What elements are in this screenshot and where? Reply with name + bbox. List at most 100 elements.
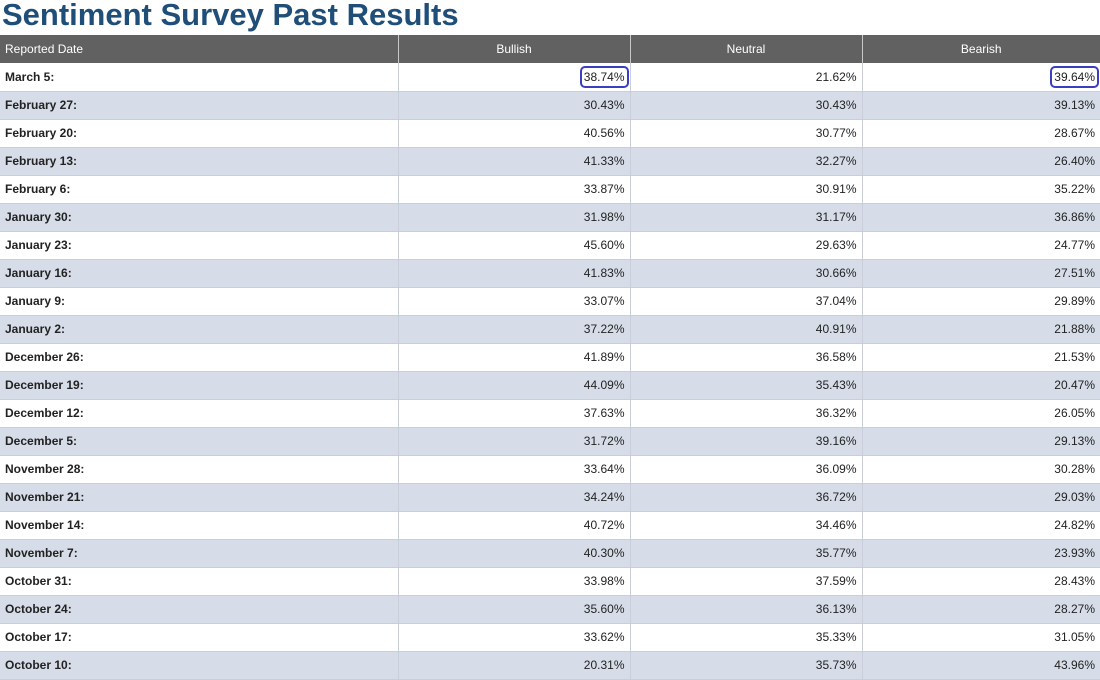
- cell-reported-date: January 23:: [0, 231, 398, 260]
- cell-neutral: 30.91%: [629, 175, 862, 204]
- cell-bullish: 33.07%: [397, 287, 630, 316]
- cell-neutral: 29.63%: [629, 231, 862, 260]
- cell-bullish: 33.87%: [397, 175, 630, 204]
- cell-reported-date: December 5:: [0, 427, 398, 456]
- cell-bullish: 31.98%: [397, 203, 630, 232]
- cell-bullish: 40.56%: [397, 119, 630, 148]
- cell-reported-date: March 5:: [0, 63, 398, 92]
- cell-bearish: 31.05%: [861, 623, 1100, 652]
- cell-bullish: 31.72%: [397, 427, 630, 456]
- cell-reported-date: January 30:: [0, 203, 398, 232]
- cell-bullish: 44.09%: [397, 371, 630, 400]
- table-row: January 23: 45.60% 29.63% 24.77%: [0, 231, 1100, 260]
- cell-bearish: 28.43%: [861, 567, 1100, 596]
- table-header-row: Reported Date Bullish Neutral Bearish: [0, 35, 1100, 63]
- table-row: November 21: 34.24% 36.72% 29.03%: [0, 483, 1100, 512]
- cell-reported-date: October 31:: [0, 567, 398, 596]
- cell-reported-date: January 9:: [0, 287, 398, 316]
- table-row: October 17: 33.62% 35.33% 31.05%: [0, 623, 1100, 652]
- cell-neutral: 34.46%: [629, 511, 862, 540]
- cell-neutral: 40.91%: [629, 315, 862, 344]
- cell-bearish: 35.22%: [861, 175, 1100, 204]
- cell-reported-date: November 21:: [0, 483, 398, 512]
- cell-reported-date: February 27:: [0, 91, 398, 120]
- header-reported-date: Reported Date: [0, 35, 398, 63]
- table-row: October 24: 35.60% 36.13% 28.27%: [0, 595, 1100, 624]
- cell-neutral: 30.77%: [629, 119, 862, 148]
- cell-bearish: 26.40%: [861, 147, 1100, 176]
- cell-bullish: 41.33%: [397, 147, 630, 176]
- cell-bearish: 24.77%: [861, 231, 1100, 260]
- cell-neutral: 32.27%: [629, 147, 862, 176]
- cell-bullish: 41.83%: [397, 259, 630, 288]
- cell-bullish: 20.31%: [397, 651, 630, 680]
- highlighted-value: 39.64%: [1050, 65, 1099, 88]
- cell-bearish: 28.67%: [861, 119, 1100, 148]
- table-row: November 28: 33.64% 36.09% 30.28%: [0, 455, 1100, 484]
- cell-reported-date: December 19:: [0, 371, 398, 400]
- cell-neutral: 36.58%: [629, 343, 862, 372]
- cell-neutral: 35.33%: [629, 623, 862, 652]
- cell-bullish: 34.24%: [397, 483, 630, 512]
- cell-reported-date: November 14:: [0, 511, 398, 540]
- cell-reported-date: October 10:: [0, 651, 398, 680]
- header-bullish: Bullish: [397, 35, 630, 63]
- cell-bearish: 29.13%: [861, 427, 1100, 456]
- cell-bearish: 36.86%: [861, 203, 1100, 232]
- cell-neutral: 31.17%: [629, 203, 862, 232]
- cell-reported-date: October 17:: [0, 623, 398, 652]
- cell-neutral: 36.09%: [629, 455, 862, 484]
- cell-neutral: 37.04%: [629, 287, 862, 316]
- table-row: December 5: 31.72% 39.16% 29.13%: [0, 427, 1100, 456]
- cell-reported-date: February 20:: [0, 119, 398, 148]
- table-row: January 2: 37.22% 40.91% 21.88%: [0, 315, 1100, 344]
- table-row: November 7: 40.30% 35.77% 23.93%: [0, 539, 1100, 568]
- cell-bearish: 21.53%: [861, 343, 1100, 372]
- cell-neutral: 39.16%: [629, 427, 862, 456]
- table-row: February 6: 33.87% 30.91% 35.22%: [0, 175, 1100, 204]
- cell-neutral: 36.72%: [629, 483, 862, 512]
- cell-bullish: 45.60%: [397, 231, 630, 260]
- cell-bearish: 23.93%: [861, 539, 1100, 568]
- cell-bullish: 37.63%: [397, 399, 630, 428]
- cell-bearish: 29.89%: [861, 287, 1100, 316]
- cell-bearish: 21.88%: [861, 315, 1100, 344]
- table-row: November 14: 40.72% 34.46% 24.82%: [0, 511, 1100, 540]
- cell-bearish: 28.27%: [861, 595, 1100, 624]
- cell-bullish: 37.22%: [397, 315, 630, 344]
- cell-bullish: 38.74%: [397, 63, 630, 92]
- cell-reported-date: November 28:: [0, 455, 398, 484]
- cell-neutral: 36.32%: [629, 399, 862, 428]
- cell-reported-date: December 26:: [0, 343, 398, 372]
- cell-bullish: 33.64%: [397, 455, 630, 484]
- table-row: February 20: 40.56% 30.77% 28.67%: [0, 119, 1100, 148]
- cell-neutral: 30.66%: [629, 259, 862, 288]
- cell-bullish: 33.98%: [397, 567, 630, 596]
- cell-bearish: 30.28%: [861, 455, 1100, 484]
- cell-neutral: 36.13%: [629, 595, 862, 624]
- cell-reported-date: February 6:: [0, 175, 398, 204]
- cell-bearish: 20.47%: [861, 371, 1100, 400]
- table-row: January 16: 41.83% 30.66% 27.51%: [0, 259, 1100, 288]
- cell-bearish: 29.03%: [861, 483, 1100, 512]
- highlighted-value: 38.74%: [579, 65, 629, 88]
- cell-neutral: 30.43%: [629, 91, 862, 120]
- cell-bearish: 24.82%: [861, 511, 1100, 540]
- cell-bearish: 39.64%: [861, 63, 1100, 92]
- table-body: March 5: 38.74% 21.62% 39.64% February 27: 30…: [0, 63, 1100, 680]
- cell-neutral: 35.43%: [629, 371, 862, 400]
- cell-bullish: 33.62%: [397, 623, 630, 652]
- cell-neutral: 35.73%: [629, 651, 862, 680]
- sentiment-results-table: Reported Date Bullish Neutral Bearish Ma…: [0, 35, 1100, 680]
- table-row: March 5: 38.74% 21.62% 39.64%: [0, 63, 1100, 92]
- cell-neutral: 35.77%: [629, 539, 862, 568]
- page-title: Sentiment Survey Past Results: [2, 0, 459, 32]
- header-bearish: Bearish: [861, 35, 1100, 63]
- cell-reported-date: February 13:: [0, 147, 398, 176]
- table-row: December 12: 37.63% 36.32% 26.05%: [0, 399, 1100, 428]
- cell-bullish: 40.72%: [397, 511, 630, 540]
- cell-bullish: 40.30%: [397, 539, 630, 568]
- cell-reported-date: December 12:: [0, 399, 398, 428]
- table-row: December 26: 41.89% 36.58% 21.53%: [0, 343, 1100, 372]
- cell-reported-date: January 16:: [0, 259, 398, 288]
